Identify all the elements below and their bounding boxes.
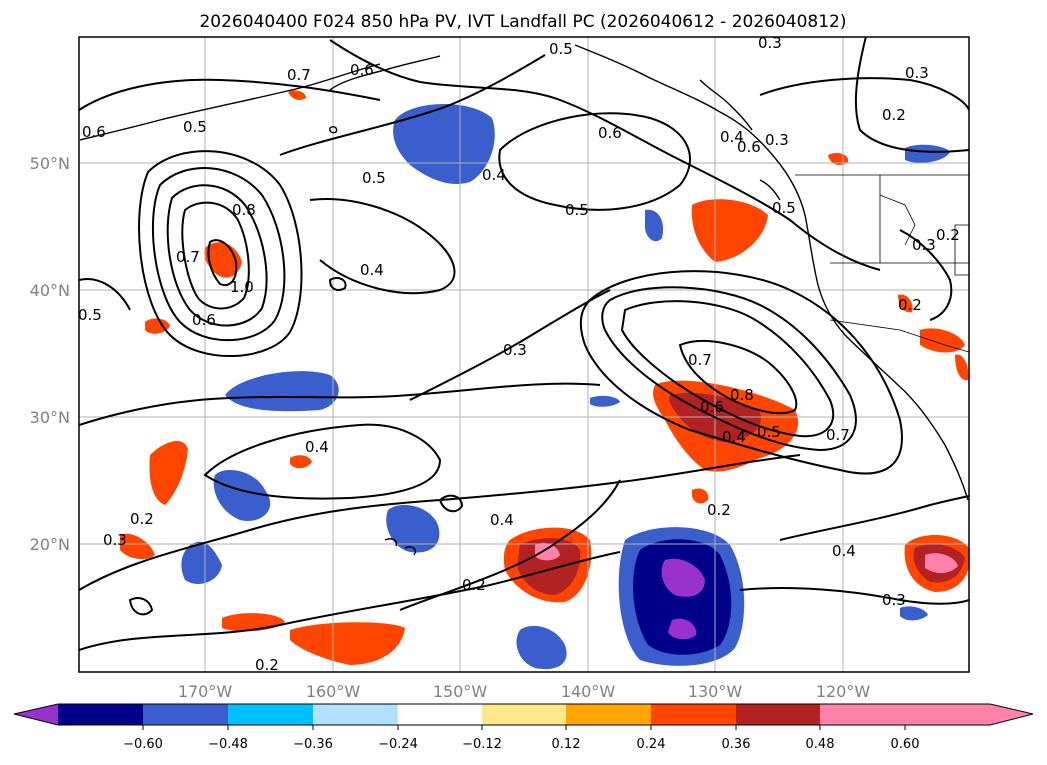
colorbar-tick-label: −0.48 bbox=[208, 737, 248, 752]
colorbar-segment bbox=[820, 704, 905, 725]
contour-label: 0.5 bbox=[78, 306, 102, 324]
contour-label: 0.3 bbox=[912, 236, 936, 254]
colorbar-tick-label: −0.24 bbox=[378, 737, 418, 752]
contour-label: 0.3 bbox=[758, 34, 782, 52]
colorbar-tick-label: −0.36 bbox=[293, 737, 333, 752]
colorbar: −0.60 −0.48 −0.36 −0.24 −0.12 0.12 0.24 … bbox=[13, 703, 1034, 752]
lat-label: 50°N bbox=[30, 154, 70, 173]
contour-label: 0.6 bbox=[192, 311, 216, 329]
colorbar-tick-label: −0.60 bbox=[123, 737, 163, 752]
colorbar-outline bbox=[13, 703, 1034, 726]
lon-label: 120°W bbox=[816, 682, 871, 701]
contour-label: 0.3 bbox=[503, 341, 527, 359]
colorbar-segment bbox=[736, 704, 820, 725]
latitude-labels: 50°N 40°N 30°N 20°N bbox=[30, 154, 70, 554]
contour-label: 0.5 bbox=[757, 423, 781, 441]
colorbar-extend-low bbox=[14, 704, 58, 725]
contour-label: 0.4 bbox=[482, 166, 506, 184]
coastline bbox=[79, 44, 969, 556]
colorbar-segment bbox=[58, 704, 143, 725]
contour-label: 0.5 bbox=[183, 118, 207, 136]
contour-label: 0.4 bbox=[305, 438, 329, 456]
contour-label: 0.2 bbox=[462, 576, 486, 594]
colorbar-segment bbox=[651, 704, 736, 725]
contour-labels: 0.5 0.6 0.3 0.7 0.6 0.5 0.6 0.3 0.4 0.2 … bbox=[78, 34, 960, 674]
lon-label: 140°W bbox=[561, 682, 616, 701]
political-borders bbox=[795, 174, 969, 353]
shaded-field bbox=[120, 90, 969, 670]
contour-label: 0.6 bbox=[82, 123, 106, 141]
colorbar-tick-label: 0.48 bbox=[806, 737, 835, 752]
contour-label: 0.6 bbox=[700, 398, 724, 416]
contour-label: 0.2 bbox=[130, 510, 154, 528]
contour-label: 0.2 bbox=[707, 501, 731, 519]
contour-label: 0.8 bbox=[232, 201, 256, 219]
contour-label: 0.3 bbox=[905, 64, 929, 82]
longitude-labels: 170°W 160°W 150°W 140°W 130°W 120°W bbox=[178, 682, 871, 701]
colorbar-extend-high bbox=[905, 704, 1033, 725]
contour-label: 0.3 bbox=[103, 531, 127, 549]
colorbar-tick-label: −0.12 bbox=[462, 737, 502, 752]
contour-label: 0.7 bbox=[826, 426, 850, 444]
contour-label: 0.2 bbox=[936, 226, 960, 244]
contour-label: 0.6 bbox=[598, 124, 622, 142]
lon-label: 170°W bbox=[178, 682, 233, 701]
contour-label: 0.3 bbox=[765, 131, 789, 149]
contour-label: 0.3 bbox=[882, 591, 906, 609]
contour-label: 0.2 bbox=[255, 656, 279, 674]
colorbar-segment bbox=[143, 704, 228, 725]
lat-label: 40°N bbox=[30, 281, 70, 300]
contour-label: 0.4 bbox=[832, 542, 856, 560]
colorbar-segment bbox=[228, 704, 313, 725]
contour-label: 0.5 bbox=[549, 40, 573, 58]
colorbar-segment bbox=[482, 704, 566, 725]
contour-label: 0.7 bbox=[176, 248, 200, 266]
colorbar-tick-label: 0.36 bbox=[722, 737, 751, 752]
lat-label: 20°N bbox=[30, 535, 70, 554]
colorbar-segment bbox=[566, 704, 651, 725]
colorbar-tick-label: 0.12 bbox=[552, 737, 581, 752]
lon-label: 160°W bbox=[306, 682, 361, 701]
map-frame bbox=[78, 36, 970, 673]
contour-label: 0.5 bbox=[362, 169, 386, 187]
lon-label: 150°W bbox=[433, 682, 488, 701]
contour-label: 0.8 bbox=[730, 386, 754, 404]
contour-label: 0.5 bbox=[772, 199, 796, 217]
contour-label: 0.2 bbox=[898, 296, 922, 314]
contour-label: 1.0 bbox=[230, 278, 254, 296]
gridlines bbox=[79, 37, 969, 672]
contour-label: 0.7 bbox=[688, 351, 712, 369]
lon-label: 130°W bbox=[688, 682, 743, 701]
contour-label: 0.4 bbox=[490, 511, 514, 529]
contour-label: 0.4 bbox=[720, 128, 744, 146]
colorbar-tick-label: 0.60 bbox=[891, 737, 920, 752]
contour-label: 0.4 bbox=[722, 428, 746, 446]
map-panel: 0.5 0.6 0.3 0.7 0.6 0.5 0.6 0.3 0.4 0.2 … bbox=[78, 34, 969, 674]
colorbar-segment bbox=[398, 704, 482, 725]
contour-label: 0.6 bbox=[737, 138, 761, 156]
colorbar-tick-label: 0.24 bbox=[637, 737, 666, 752]
figure-title: 2026040400 F024 850 hPa PV, IVT Landfall… bbox=[199, 12, 846, 32]
colorbar-segment bbox=[313, 704, 398, 725]
pv-contours bbox=[79, 37, 969, 651]
contour-label: 0.4 bbox=[360, 261, 384, 279]
contour-label: 0.7 bbox=[287, 66, 311, 84]
contour-label: 0.2 bbox=[882, 106, 906, 124]
lat-label: 30°N bbox=[30, 408, 70, 427]
contour-label: 0.6 bbox=[350, 61, 374, 79]
contour-label: 0.5 bbox=[565, 201, 589, 219]
